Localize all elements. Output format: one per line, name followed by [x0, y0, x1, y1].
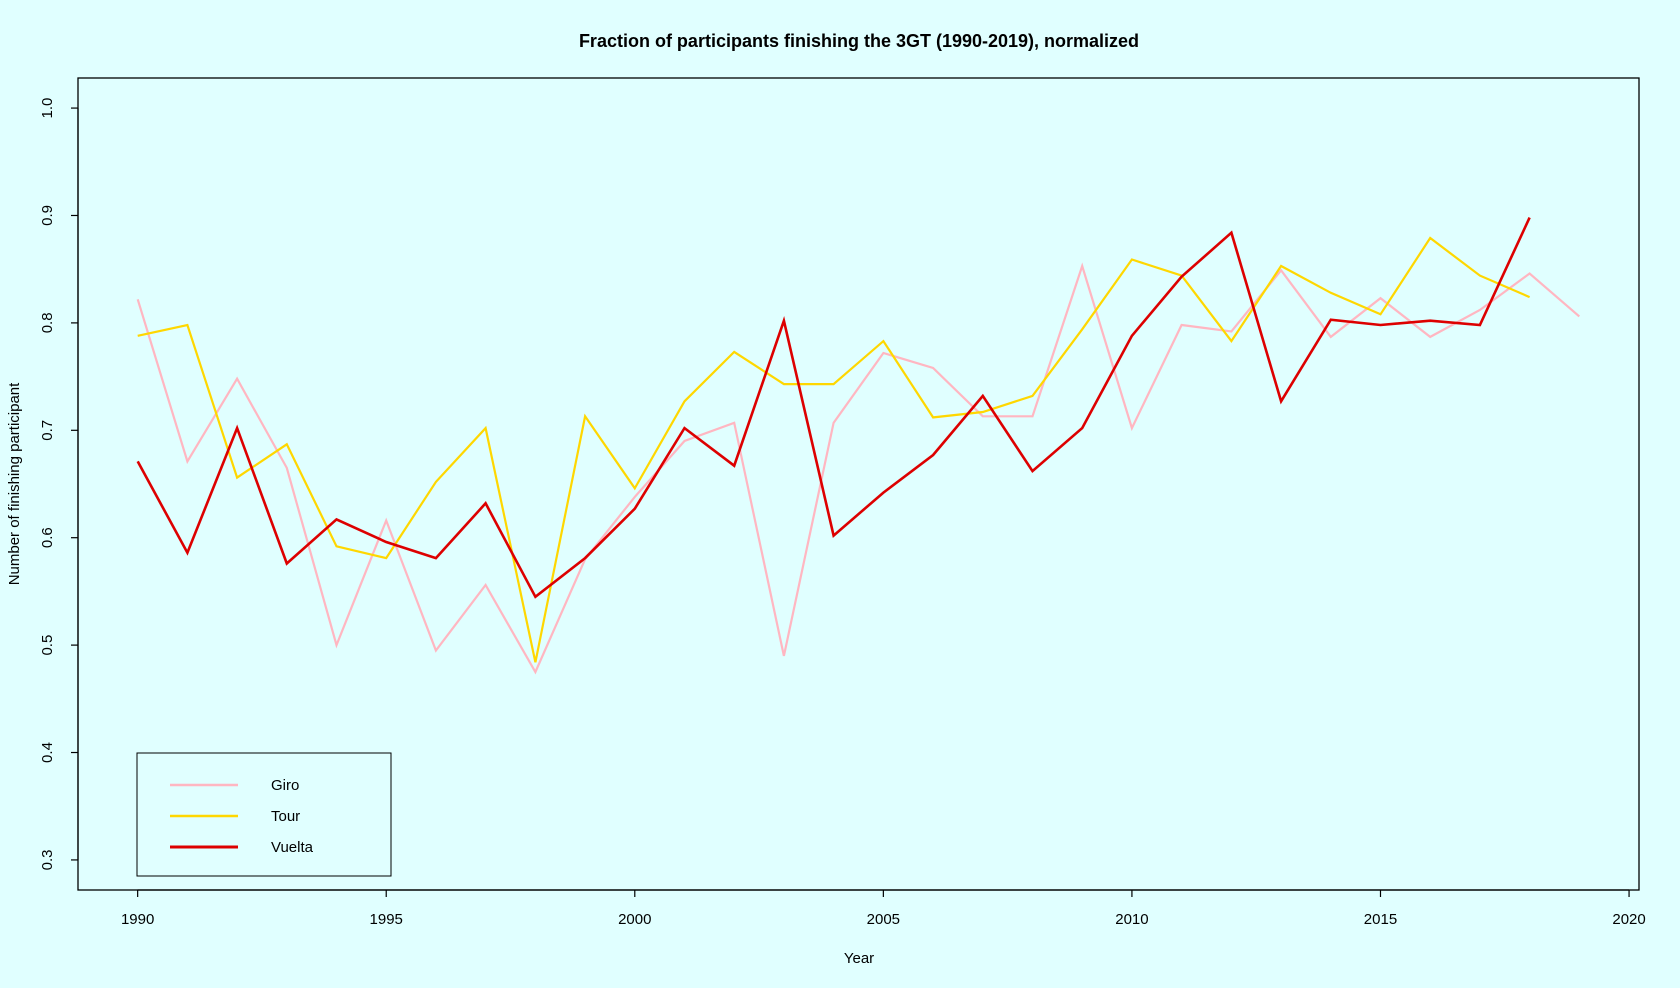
x-tick-label: 2005	[867, 911, 900, 928]
legend-box	[136, 752, 392, 877]
x-tick-label: 2020	[1612, 911, 1645, 928]
legend-label-vuelta: Vuelta	[271, 839, 314, 856]
y-tick-label: 1.0	[39, 98, 56, 119]
series-line-giro	[136, 262, 1581, 675]
x-tick-label: 2010	[1115, 911, 1148, 928]
chart-title: Fraction of participants finishing the 3…	[579, 31, 1139, 51]
y-axis: 0.3 0.4 0.5 0.6 0.7 0.8 0.9 1.0	[39, 98, 79, 870]
legend-label-giro: Giro	[271, 777, 299, 794]
series-line-vuelta	[136, 217, 1531, 599]
y-tick-label: 0.9	[39, 205, 56, 226]
y-tick-label: 0.8	[39, 312, 56, 333]
series-layer	[136, 217, 1581, 675]
x-axis-label: Year	[844, 950, 874, 967]
y-tick-label: 0.7	[39, 420, 56, 441]
x-tick-label: 1995	[370, 911, 403, 928]
y-tick-label: 0.5	[39, 635, 56, 656]
legend: Giro Tour Vuelta	[136, 752, 392, 877]
x-tick-label: 1990	[121, 911, 154, 928]
y-tick-label: 0.6	[39, 527, 56, 548]
x-tick-label: 2015	[1364, 911, 1397, 928]
y-axis-label: Number of finishing participant	[6, 382, 23, 585]
x-tick-label: 2000	[618, 911, 651, 928]
x-axis: 1990 1995 2000 2005 2010 2015 2020	[121, 889, 1646, 928]
legend-label-tour: Tour	[271, 808, 300, 825]
y-tick-label: 0.3	[39, 849, 56, 870]
y-tick-label: 0.4	[39, 742, 56, 763]
series-line-tour	[137, 236, 1531, 663]
